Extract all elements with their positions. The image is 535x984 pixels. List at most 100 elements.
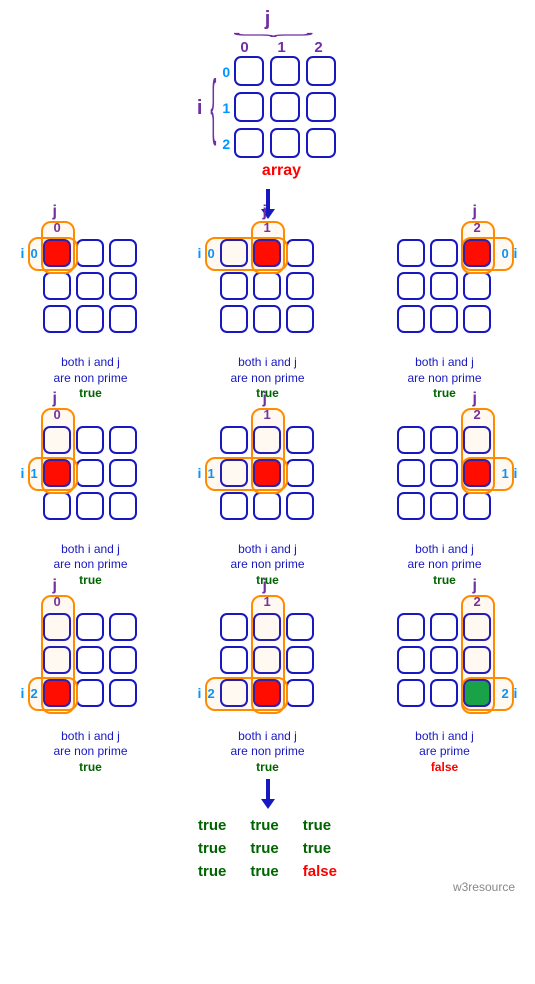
panel-j-num: 1: [264, 407, 271, 422]
panel-cell: [43, 239, 71, 267]
result-cell: true: [198, 863, 226, 880]
panel-i-num: 2: [208, 686, 215, 701]
panel-j-num: 2: [474, 407, 481, 422]
panel-cell: [397, 459, 425, 487]
row-label-2: 2: [222, 131, 230, 157]
panel-grid: [220, 613, 316, 709]
result-cell: true: [303, 840, 337, 857]
row-labels: 0 1 2: [222, 59, 230, 157]
panel-grid: [397, 426, 493, 522]
panel-cell: [76, 305, 104, 333]
col-labels: 0 1 2: [225, 39, 338, 56]
panel-cell: [253, 459, 281, 487]
panel-j-num: 2: [474, 220, 481, 235]
panel-cell: [397, 679, 425, 707]
panel-cell: [463, 426, 491, 454]
panel-cell: [43, 426, 71, 454]
result-cell: true: [198, 840, 226, 857]
result-cell: false: [303, 863, 337, 880]
watermark: w3resource: [8, 880, 527, 894]
panel-grid-area: j2i0: [375, 223, 515, 353]
panel-cell: [220, 305, 248, 333]
panel-i-num: 2: [31, 686, 38, 701]
result-cell: true: [198, 817, 226, 834]
panel-cell: [253, 272, 281, 300]
top-cell: [306, 128, 336, 158]
panel-j-label: j: [53, 390, 57, 408]
panel-cell: [109, 272, 137, 300]
panel-cell: [286, 613, 314, 641]
panel-cell: [253, 646, 281, 674]
diagram-container: j } 0 1 2 i { 0 1 2 array j0i0both i and…: [8, 8, 527, 894]
panel-j-num: 0: [54, 594, 61, 609]
panel-i2-j0: j0i2both i and jare non primetrue: [8, 597, 173, 776]
panel-cell: [397, 646, 425, 674]
panel-cell: [397, 239, 425, 267]
panel-cell: [220, 613, 248, 641]
panel-cell: [76, 613, 104, 641]
result-cell: true: [303, 817, 337, 834]
panel-cell: [220, 679, 248, 707]
panel-cell: [109, 459, 137, 487]
panel-grid-area: j1i0: [198, 223, 338, 353]
top-cell: [306, 92, 336, 122]
panel-cell: [286, 646, 314, 674]
panel-cell: [463, 305, 491, 333]
top-cell: [234, 128, 264, 158]
panel-cell: [286, 459, 314, 487]
panel-i-label: i: [514, 685, 518, 701]
panel-caption: both i and jare non primetrue: [230, 355, 304, 402]
panel-cell: [43, 492, 71, 520]
panel-cell: [430, 613, 458, 641]
panel-caption: both i and jare non primetrue: [53, 542, 127, 589]
panel-cell: [397, 272, 425, 300]
panel-j-label: j: [263, 577, 267, 595]
result-cell: true: [250, 840, 278, 857]
j-label: j: [197, 8, 338, 31]
panel-cell: [76, 459, 104, 487]
panel-i-num: 1: [208, 466, 215, 481]
panel-cell: [76, 646, 104, 674]
panel-cell: [430, 272, 458, 300]
panel-j-label: j: [53, 203, 57, 221]
col-label-1: 1: [272, 39, 292, 56]
panel-cell: [463, 459, 491, 487]
panel-cell: [397, 492, 425, 520]
panel-cell: [463, 613, 491, 641]
panel-i-label: i: [198, 465, 202, 481]
top-cell: [306, 56, 336, 86]
panel-i0-j2: j2i0both i and jare non primetrue: [362, 223, 527, 402]
panel-cell: [397, 305, 425, 333]
panel-cell: [286, 492, 314, 520]
panel-grid-area: j1i2: [198, 597, 338, 727]
panel-j-num: 0: [54, 220, 61, 235]
panel-j-label: j: [263, 390, 267, 408]
panel-j-label: j: [263, 203, 267, 221]
panel-cell: [430, 646, 458, 674]
panel-i-num: 2: [502, 686, 509, 701]
panel-i-label: i: [514, 465, 518, 481]
i-label: i: [197, 97, 203, 120]
panel-i1-j1: j1i1both i and jare non primetrue: [185, 410, 350, 589]
arrow-down-2: [258, 779, 278, 809]
top-cell: [270, 92, 300, 122]
arrow-down-1: [258, 189, 278, 219]
panel-cell: [253, 679, 281, 707]
top-cell: [270, 56, 300, 86]
panel-cell: [286, 426, 314, 454]
panel-i-num: 0: [208, 246, 215, 261]
panel-cell: [463, 492, 491, 520]
panel-cell: [253, 426, 281, 454]
panel-j-label: j: [473, 203, 477, 221]
panel-cell: [463, 679, 491, 707]
panel-j-num: 1: [264, 220, 271, 235]
panel-i0-j1: j1i0both i and jare non primetrue: [185, 223, 350, 402]
panel-cell: [109, 305, 137, 333]
panel-cell: [220, 459, 248, 487]
result-matrix: truetruetruetruetruetruetruetruefalse: [198, 817, 337, 880]
panel-cell: [43, 613, 71, 641]
panel-cell: [43, 272, 71, 300]
panel-grid-area: j0i2: [21, 597, 161, 727]
panel-i2-j2: j2i2both i and jare primefalse: [362, 597, 527, 776]
top-grid: [234, 56, 338, 160]
